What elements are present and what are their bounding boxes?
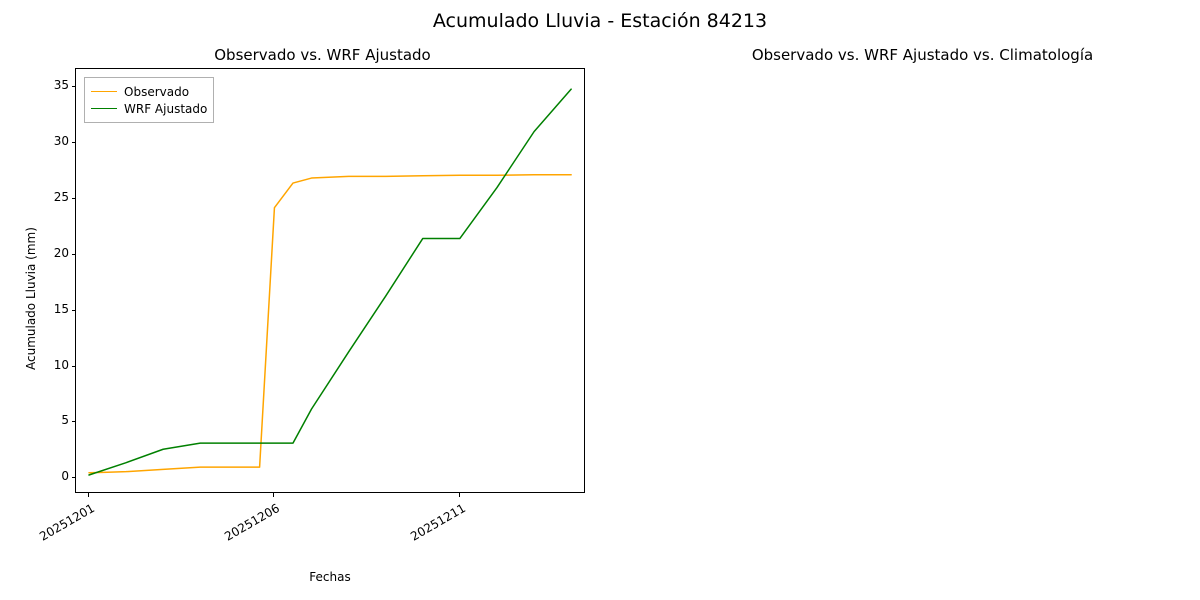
panel-left-xlabel: Fechas <box>309 570 351 584</box>
xtick-mark <box>458 493 460 497</box>
panel-left-plot-area <box>75 68 585 493</box>
panel-right: Observado vs. WRF Ajustado vs. Climatolo… <box>600 0 1200 600</box>
ytick-mark <box>71 253 75 255</box>
xtick-label: 20251211 <box>407 501 468 544</box>
ytick-mark <box>71 477 75 479</box>
panel-left-legend: Observado WRF Ajustado <box>84 77 215 123</box>
ytick-label: 30 <box>53 133 69 148</box>
ytick-label: 10 <box>53 357 69 372</box>
ytick-label: 35 <box>53 77 69 92</box>
legend-item[interactable]: WRF Ajustado <box>91 100 207 117</box>
ytick-mark <box>71 309 75 311</box>
ytick-label: 20 <box>53 245 69 260</box>
legend-line-icon <box>91 108 117 109</box>
ytick-label: 25 <box>53 189 69 204</box>
ytick-label: 0 <box>61 469 69 484</box>
xtick-mark <box>273 493 275 497</box>
ytick-mark <box>71 421 75 423</box>
legend-label: Observado <box>124 84 190 99</box>
legend-line-icon <box>91 91 117 92</box>
panel-left: Observado vs. WRF Ajustado Acumulado Llu… <box>24 46 585 584</box>
ytick-mark <box>71 85 75 87</box>
ytick-mark <box>71 141 75 143</box>
xtick-label: 20251206 <box>222 501 283 544</box>
xtick-label: 20251201 <box>37 501 97 544</box>
series-line-observado <box>88 173 572 474</box>
ytick-mark <box>71 365 75 367</box>
panel-right-title: Observado vs. WRF Ajustado vs. Climatolo… <box>751 46 1094 64</box>
legend-item[interactable]: Observado <box>91 83 207 100</box>
legend-label: WRF Ajustado <box>124 101 208 116</box>
series-line-wrf-ajustado <box>88 88 572 476</box>
panel-left-series-svg <box>88 88 572 476</box>
panel-left-title: Observado vs. WRF Ajustado <box>214 46 431 64</box>
xtick-mark <box>87 493 89 497</box>
ytick-label: 5 <box>61 413 69 428</box>
figure-title: Acumulado Lluvia - Estación 84213 <box>432 10 768 32</box>
ytick-label: 15 <box>53 301 69 316</box>
ytick-mark <box>71 197 75 199</box>
